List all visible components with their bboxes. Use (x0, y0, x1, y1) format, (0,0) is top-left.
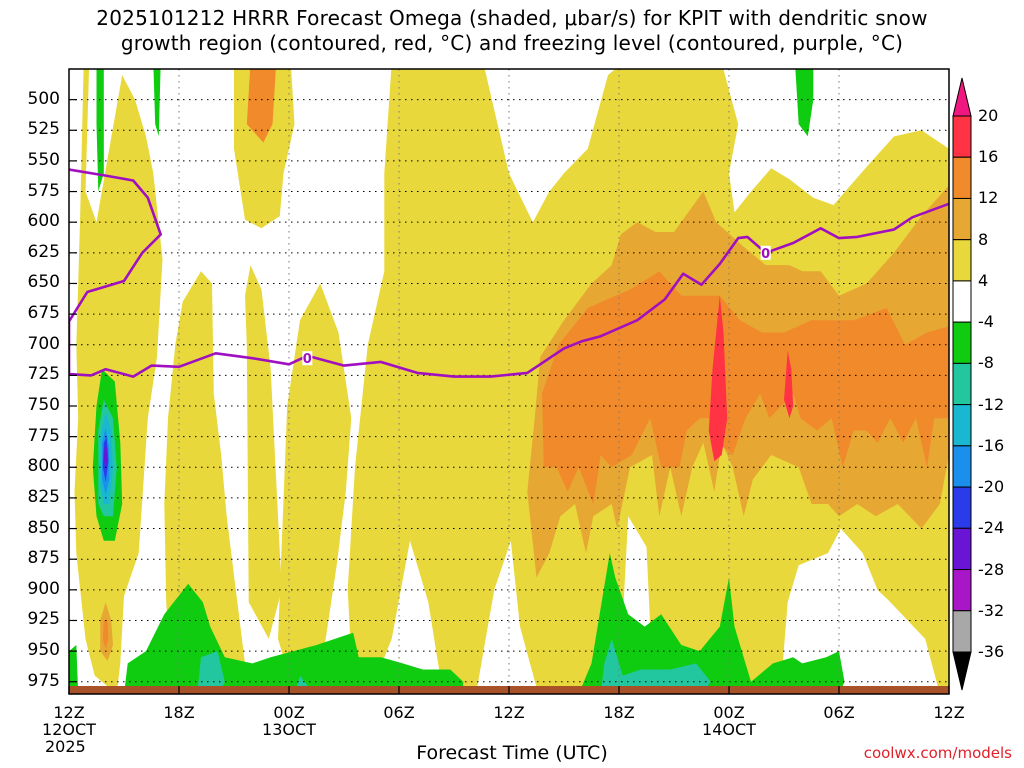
colorbar-segment-11 (952, 569, 972, 612)
colorbar-segment-8 (952, 445, 972, 488)
colorbar-tick-label: -24 (978, 518, 1005, 538)
y-tick-label: 775 (27, 425, 60, 446)
y-tick-label: 825 (27, 486, 60, 507)
omega-region-17 (578, 553, 845, 694)
y-tick-label: 525 (27, 119, 60, 140)
y-tick-label: 650 (27, 272, 60, 293)
freezing-label-bg-1 (760, 245, 771, 260)
x-tick-label: 18Z (163, 703, 195, 722)
x-tick-label: 18Z (603, 703, 635, 722)
omega-region-7 (542, 271, 949, 504)
colorbar-segment-3 (952, 239, 972, 282)
credit-link[interactable]: coolwx.com/models (863, 744, 1012, 762)
colorbar-bottom-arrow (952, 651, 972, 691)
omega-region-29 (417, 58, 454, 63)
y-tick-label: 900 (27, 578, 60, 599)
omega-region-10 (246, 69, 276, 143)
colorbar (952, 77, 972, 691)
colorbar-segment-2 (952, 197, 972, 241)
colorbar-segment-1 (952, 156, 972, 199)
y-tick-label: 725 (27, 364, 60, 385)
colorbar-segment-6 (952, 362, 972, 406)
colorbar-segment-0 (952, 115, 972, 158)
freezing-level-label-1: 0 (761, 247, 770, 262)
y-tick-label: 875 (27, 548, 60, 569)
omega-region-28 (102, 620, 109, 649)
y-tick-label: 500 (27, 88, 60, 109)
colorbar-segment-4 (952, 280, 972, 323)
x-tick-label: 06Z (823, 703, 855, 722)
x-tick-label: 00Z 14OCT (702, 703, 756, 739)
x-tick-label: 12Z 12OCT 2025 (42, 703, 96, 756)
x-axis-label: Forecast Time (UTC) (416, 742, 608, 764)
colorbar-tick-label: -4 (978, 312, 994, 332)
colorbar-segment-5 (952, 321, 972, 364)
freezing-level-layer: 00 (69, 168, 949, 378)
grid-lines (69, 69, 949, 694)
colorbar-tick-label: 12 (978, 188, 999, 208)
y-tick-label: 800 (27, 456, 60, 477)
omega-region-0 (74, 69, 163, 694)
colorbar-tick-label: 16 (978, 147, 999, 167)
omega-region-4 (278, 283, 352, 694)
y-tick-label: 625 (27, 241, 60, 262)
colorbar-segment-12 (952, 610, 972, 653)
colorbar-tick-label: -28 (978, 559, 1005, 579)
y-tick-label: 850 (27, 517, 60, 538)
omega-region-13 (795, 69, 814, 137)
y-tick-label: 700 (27, 333, 60, 354)
omega-region-21 (600, 638, 711, 694)
colorbar-tick-label: -12 (978, 394, 1005, 414)
x-tick-label: 12Z (933, 703, 965, 722)
omega-region-19 (197, 651, 225, 694)
y-tick-label: 550 (27, 149, 60, 170)
freezing-label-bg-0 (302, 351, 313, 366)
title-line-1: 2025101212 HRRR Forecast Omega (shaded, … (96, 6, 928, 30)
title-line-2: growth region (contoured, red, °C) and f… (120, 31, 904, 55)
y-tick-label: 600 (27, 211, 60, 232)
colorbar-segment-10 (952, 527, 972, 571)
y-tick-label: 950 (27, 640, 60, 661)
colorbar-segment-9 (952, 486, 972, 529)
chart-title: 2025101212 HRRR Forecast Omega (shaded, … (0, 6, 1024, 56)
colorbar-tick-label: -32 (978, 600, 1005, 620)
colorbar-tick-label: 20 (978, 106, 999, 125)
y-tick-label: 925 (27, 609, 60, 630)
y-tick-label: 675 (27, 303, 60, 324)
freezing-level-label-0: 0 (303, 352, 312, 367)
omega-region-1 (164, 271, 245, 694)
omega-region-12 (153, 69, 161, 137)
y-tick-label: 750 (27, 395, 60, 415)
colorbar-tick-label: -20 (978, 477, 1005, 497)
omega-region-8 (708, 295, 728, 462)
y-tick-label: 575 (27, 180, 60, 201)
colorbar-tick-label: -8 (978, 353, 994, 373)
colorbar-tick-label: -16 (978, 435, 1005, 455)
colorbar-tick-label: -36 (978, 642, 1005, 661)
x-tick-label: 00Z 13OCT (262, 703, 316, 739)
omega-region-9 (784, 350, 794, 419)
y-tick-label: 975 (27, 670, 60, 691)
colorbar-segment-7 (952, 404, 972, 447)
omega-region-25 (103, 445, 108, 468)
colorbar-top-arrow (952, 77, 972, 117)
colorbar-tick-label: 4 (978, 270, 989, 290)
x-tick-label: 06Z (383, 703, 415, 722)
colorbar-tick-label: 8 (978, 229, 989, 249)
x-tick-label: 12Z (493, 703, 525, 722)
